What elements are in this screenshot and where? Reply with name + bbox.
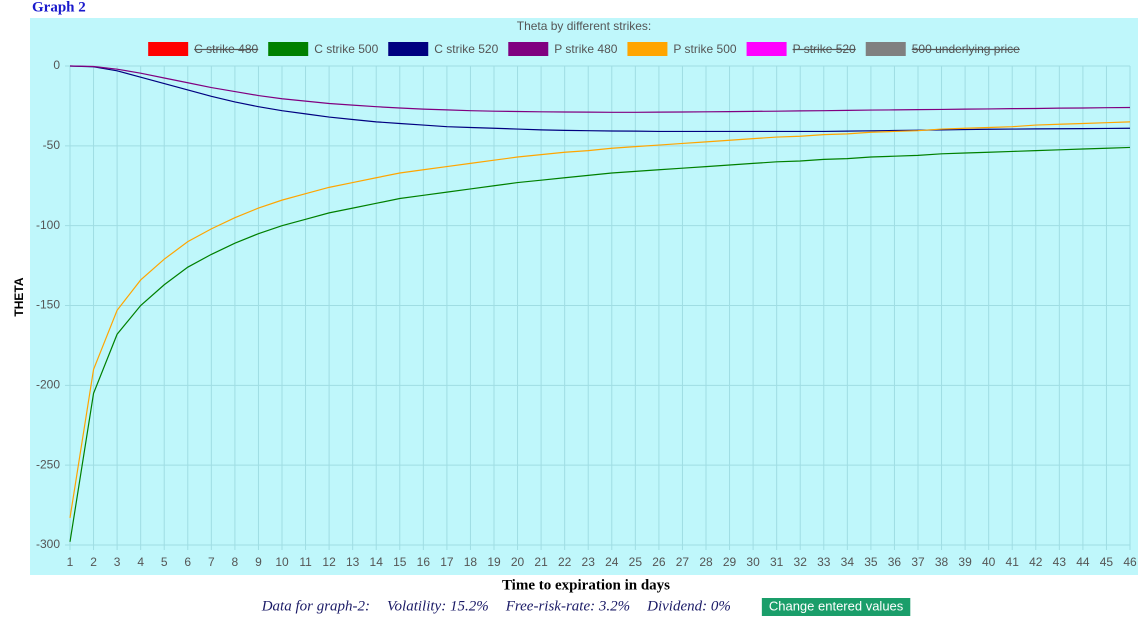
legend-item[interactable]: C strike 500 — [268, 42, 379, 56]
legend-item[interactable]: P strike 520 — [746, 42, 856, 56]
y-tick-label: -250 — [36, 457, 60, 471]
x-tick-label: 14 — [370, 555, 384, 569]
x-tick-label: 27 — [676, 555, 690, 569]
x-tick-label: 3 — [114, 555, 121, 569]
x-tick-label: 18 — [464, 555, 478, 569]
x-tick-label: 46 — [1123, 555, 1137, 569]
legend-swatch — [746, 42, 787, 56]
legend-item[interactable]: C strike 520 — [388, 42, 499, 56]
x-tick-label: 31 — [770, 555, 784, 569]
legend-label: P strike 520 — [793, 42, 856, 56]
x-tick-label: 15 — [393, 555, 407, 569]
button-label: Change entered values — [769, 598, 904, 613]
x-tick-label: 28 — [699, 555, 713, 569]
legend-item[interactable]: 500 underlying price — [865, 42, 1020, 56]
footer: Data for graph-2: Volatility: 15.2% Free-r… — [261, 598, 911, 616]
x-tick-label: 26 — [652, 555, 666, 569]
x-tick-label: 35 — [864, 555, 878, 569]
x-tick-label: 6 — [184, 555, 191, 569]
legend-label: C strike 480 — [194, 42, 258, 56]
x-tick-label: 36 — [888, 555, 902, 569]
legend-swatch — [508, 42, 549, 56]
series-line — [69, 65, 1131, 113]
footer-text: Volatility: 15.2% — [387, 598, 489, 614]
y-tick-label: -200 — [36, 378, 60, 392]
x-tick-label: 2 — [90, 555, 97, 569]
y-axis-label: THETA — [12, 277, 26, 316]
x-tick-label: 23 — [582, 555, 596, 569]
series-line — [69, 146, 1131, 542]
x-tick-label: 24 — [605, 555, 619, 569]
legend-label: 500 underlying price — [912, 42, 1020, 56]
chart-background — [30, 18, 1138, 575]
x-tick-label: 8 — [232, 555, 239, 569]
x-tick-label: 32 — [794, 555, 808, 569]
legend-swatch — [388, 42, 429, 56]
legend-swatch — [627, 42, 668, 56]
y-tick-label: -150 — [36, 298, 60, 312]
x-tick-label: 4 — [137, 555, 144, 569]
legend-swatch — [268, 42, 309, 56]
x-tick-label: 34 — [841, 555, 855, 569]
x-tick-label: 20 — [511, 555, 525, 569]
y-tick-label: -50 — [43, 138, 61, 152]
legend-item[interactable]: P strike 480 — [508, 42, 618, 56]
legend-label: C strike 500 — [314, 42, 378, 56]
change-values-button[interactable]: Change entered values — [761, 598, 911, 616]
legend-item[interactable]: C strike 480 — [148, 42, 259, 56]
x-tick-label: 21 — [534, 555, 548, 569]
x-tick-label: 33 — [817, 555, 831, 569]
x-tick-label: 38 — [935, 555, 949, 569]
x-tick-label: 16 — [417, 555, 431, 569]
footer-text: Free-risk-rate: 3.2% — [505, 598, 630, 614]
legend: C strike 480 C strike 500 C strike 520 P st… — [148, 42, 1020, 56]
x-tick-label: 29 — [723, 555, 737, 569]
series-line — [69, 65, 1131, 133]
legend-item[interactable]: P strike 500 — [627, 42, 737, 56]
x-tick-label: 7 — [208, 555, 215, 569]
footer-text: Data for graph-2: — [261, 598, 370, 614]
x-tick-label: 1 — [67, 555, 74, 569]
y-tick-label: -100 — [36, 218, 60, 232]
x-tick-label: 25 — [629, 555, 643, 569]
x-tick-label: 44 — [1076, 555, 1090, 569]
plot: 1 2 3 4 5 6 7 8 9 10 11 12 13 14 15 16 17 18 19 20 21 22 23 24 2… — [36, 58, 1137, 569]
legend-swatch — [865, 42, 906, 56]
x-axis-label: Time to expiration in days — [502, 577, 670, 593]
x-tick-label: 9 — [255, 555, 262, 569]
x-tick-label: 11 — [299, 555, 312, 569]
x-tick-label: 45 — [1100, 555, 1114, 569]
button-background — [761, 598, 911, 616]
x-tick-label: 10 — [275, 555, 289, 569]
y-tick-label: -300 — [36, 537, 60, 551]
x-tick-label: 13 — [346, 555, 360, 569]
x-tick-label: 5 — [161, 555, 168, 569]
series-line — [69, 121, 1131, 518]
x-tick-label: 22 — [558, 555, 572, 569]
x-tick-label: 12 — [322, 555, 336, 569]
legend-label: P strike 500 — [673, 42, 736, 56]
legend-label: P strike 480 — [554, 42, 617, 56]
x-tick-label: 42 — [1029, 555, 1043, 569]
legend-swatch — [148, 42, 189, 56]
y-tick-label: 0 — [53, 58, 60, 72]
chart-title: Theta by different strikes: — [517, 19, 652, 33]
x-tick-label: 17 — [440, 555, 454, 569]
x-tick-label: 30 — [746, 555, 760, 569]
x-tick-label: 19 — [487, 555, 501, 569]
x-tick-label: 37 — [911, 555, 925, 569]
legend-label: C strike 520 — [434, 42, 498, 56]
x-tick-label: 40 — [982, 555, 996, 569]
x-tick-label: 39 — [958, 555, 972, 569]
heading: Graph 2 — [32, 0, 86, 15]
x-tick-label: 41 — [1006, 555, 1020, 569]
x-tick-label: 43 — [1053, 555, 1067, 569]
footer-text: Dividend: 0% — [646, 598, 731, 614]
